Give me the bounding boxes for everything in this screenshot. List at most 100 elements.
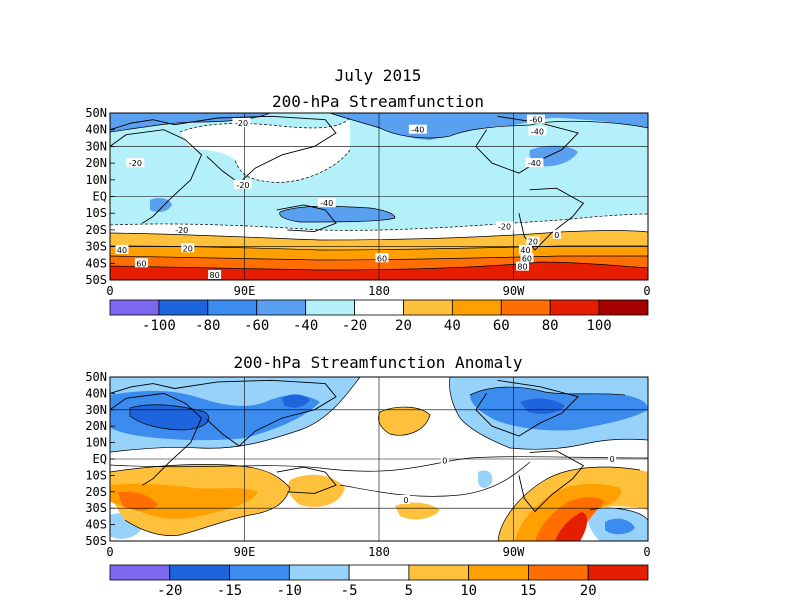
colorbar-swatch (207, 299, 258, 316)
colorbar-label: -5 (341, 583, 358, 599)
y-tick-label: 20S (85, 223, 107, 237)
colorbar-swatch (305, 299, 355, 316)
y-tick-label: 20N (85, 419, 107, 433)
contour-label-bg (401, 495, 410, 504)
colorbar-swatch (229, 564, 290, 581)
y-tick-label: 50S (85, 273, 107, 287)
field-white-asia (180, 118, 350, 183)
contour-label: -40 (531, 127, 544, 136)
anom-bluelight-pac-s (478, 470, 493, 488)
y-tick-label: 30S (85, 501, 107, 515)
y-tick-label: 50S (85, 534, 107, 548)
panel2-title: 200-hPa Streamfunction Anomaly (233, 353, 523, 372)
contour-label-bg (495, 221, 514, 231)
x-tick-label: 90E (234, 545, 256, 559)
colorbar-label: -100 (142, 318, 176, 334)
contour-label: 0 (442, 457, 447, 466)
x-tick-label: 180 (368, 545, 390, 559)
contour-label: 20 (183, 244, 193, 253)
y-tick-label: 20S (85, 485, 107, 499)
contour-label: -40 (320, 199, 333, 208)
colorbar-swatch (109, 564, 171, 581)
contour-label-bg (232, 118, 251, 128)
panel1-colorbar: -100 -80 -60 -40 -20 20 40 60 80 100 (109, 299, 649, 334)
y-tick-label: 40N (85, 123, 107, 137)
y-tick-label: 30N (85, 403, 107, 417)
contour-label-bg (520, 253, 534, 263)
colorbar-label: 20 (580, 583, 597, 599)
colorbar-swatch (587, 564, 649, 581)
anom-bluedark-pac (282, 394, 310, 408)
field-blue-indo (279, 206, 395, 222)
anom-blue-sa (605, 518, 635, 535)
colorbar-swatch (451, 299, 502, 316)
colorbar-swatch (403, 299, 453, 316)
contour-label: -20 (175, 226, 188, 235)
contour-label: -20 (236, 181, 249, 190)
y-tick-label: EQ (93, 452, 107, 466)
contour-label-bg (317, 198, 336, 208)
contour-label-bg (134, 258, 148, 268)
y-tick-label: 40S (85, 256, 107, 270)
x-tick-label: 0 (643, 545, 650, 559)
y-tick-label: 10N (85, 436, 107, 450)
contour-label-bg (408, 124, 427, 134)
coastline-segment (518, 187, 585, 251)
y-tick-label: EQ (93, 190, 107, 204)
colorbar-swatch (598, 299, 649, 316)
anom-orangedark-sio (118, 491, 158, 511)
contour-label-bg (526, 114, 545, 124)
y-tick-label: 10N (85, 173, 107, 187)
colorbar-swatch (528, 564, 589, 581)
colorbar-swatch (288, 564, 350, 581)
panel1-title: 200-hPa Streamfunction (272, 92, 484, 111)
coastline-segment (109, 392, 203, 486)
y-tick-label: 30N (85, 139, 107, 153)
anom-bluedark-atl (520, 398, 565, 414)
contour-label-bg (208, 269, 222, 279)
colorbar-label: 60 (493, 318, 510, 334)
contour-label: 60 (136, 259, 146, 268)
contour-label-bg (552, 229, 561, 239)
colorbar-label: 20 (395, 318, 412, 334)
contour-label: -20 (235, 119, 248, 128)
panel2-colorbar: -20 -15 -10 -5 5 10 15 20 (109, 564, 649, 599)
colorbar-label: 40 (444, 318, 461, 334)
anom-yellow-pac-n (378, 407, 430, 436)
colorbar-swatch (109, 299, 160, 316)
contour-label-bg (440, 455, 449, 465)
coastline-segment (109, 383, 175, 394)
contour-label: 40 (117, 246, 127, 255)
coastline-segment (518, 450, 585, 513)
contour-label-bg (375, 253, 389, 263)
colorbar-swatch (354, 299, 404, 316)
contour-label-bg (515, 261, 529, 271)
y-tick-label: 10S (85, 206, 107, 220)
colorbar-label: -80 (195, 318, 220, 334)
contour-label: -40 (528, 159, 541, 168)
colorbar-label: -60 (244, 318, 269, 334)
coastline-segment (276, 204, 337, 233)
coastline-segment (109, 119, 175, 131)
contour-label-bg (518, 244, 532, 254)
anom-yellow-pac-s (395, 502, 440, 520)
colorbar-swatch (408, 564, 470, 581)
contour-label: -20 (129, 159, 142, 168)
anom-bluedark-nh-west (130, 404, 209, 430)
contour-label: 80 (210, 271, 220, 280)
colorbar-label: -20 (342, 318, 367, 334)
contour-label: -40 (411, 126, 424, 135)
y-tick-label: 30S (85, 240, 107, 254)
contour-label: 40 (520, 246, 530, 255)
contour-label-bg (115, 244, 129, 254)
contour-label: 0 (554, 231, 559, 240)
colorbar-label: 5 (405, 583, 413, 599)
y-tick-label: 40S (85, 518, 107, 532)
contour-label: -20 (498, 223, 511, 232)
contour-label: 20 (528, 238, 538, 247)
contour-label-bg (608, 454, 617, 463)
y-tick-label: 20N (85, 156, 107, 170)
contour-label-bg (181, 243, 195, 253)
